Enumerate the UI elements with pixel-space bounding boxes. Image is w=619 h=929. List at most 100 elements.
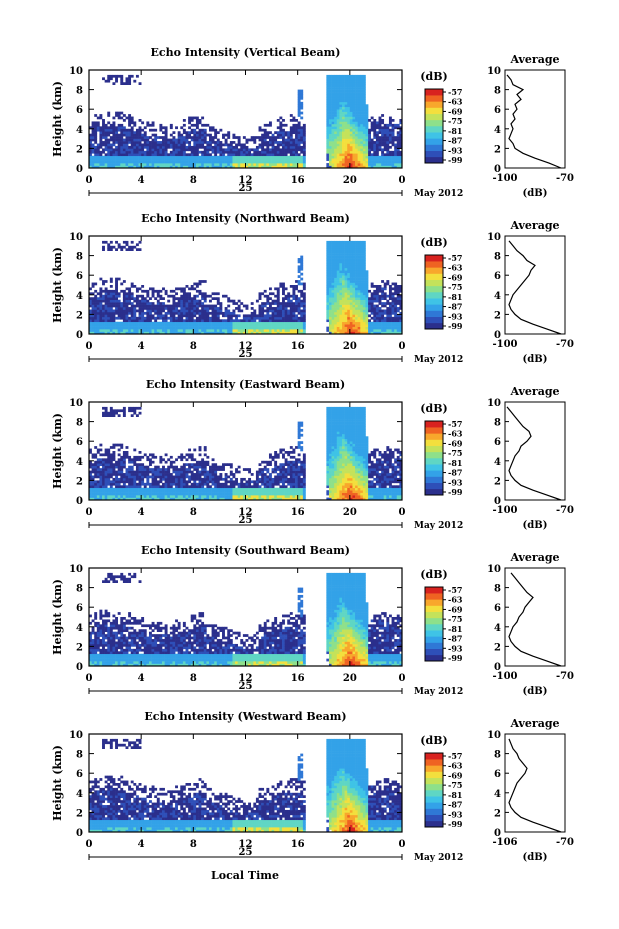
heatmap-cell	[94, 492, 98, 496]
heatmap-cell	[146, 324, 150, 327]
heatmap-cell	[141, 477, 145, 481]
heatmap-cell	[203, 280, 207, 283]
heatmap-cell	[336, 250, 340, 254]
heatmap-cell	[357, 77, 361, 81]
heatmap-cell	[334, 126, 338, 130]
heatmap-cell	[193, 324, 197, 327]
heatmap-cell	[370, 165, 374, 169]
heatmap-cell	[112, 138, 116, 142]
heatmap-cell	[195, 153, 199, 157]
heatmap-cell	[276, 131, 280, 134]
heatmap-cell	[334, 136, 338, 139]
heatmap-cell	[360, 270, 364, 274]
heatmap-cell	[138, 475, 142, 479]
heatmap-cell	[339, 275, 343, 278]
heatmap-cell	[185, 321, 189, 325]
heatmap-cell	[195, 141, 199, 144]
heatmap-cell	[399, 302, 403, 305]
heatmap-cell	[112, 473, 116, 476]
heatmap-cell	[344, 126, 348, 130]
heatmap-cell	[102, 77, 105, 81]
heatmap-cell	[276, 311, 280, 315]
heatmap-cell	[128, 473, 132, 476]
heatmap-cell	[195, 319, 199, 323]
heatmap-cell	[349, 272, 353, 276]
heatmap-cell	[336, 292, 340, 296]
heatmap-cell	[112, 453, 116, 457]
heatmap-cell	[115, 287, 118, 291]
heatmap-cell	[141, 329, 145, 332]
heatmap-cell	[240, 143, 244, 147]
heatmap-cell	[211, 316, 215, 320]
heatmap-cell	[198, 128, 202, 132]
heatmap-cell	[279, 153, 283, 157]
heatmap-cell	[287, 141, 291, 144]
heatmap-cell	[162, 148, 165, 152]
heatmap-cell	[102, 468, 105, 471]
heatmap-cell	[282, 316, 285, 320]
heatmap-cell	[334, 265, 338, 269]
heatmap-cell	[177, 138, 181, 142]
heatmap-cell	[360, 138, 364, 142]
heatmap-cell	[115, 497, 118, 501]
heatmap-cell	[399, 143, 403, 147]
heatmap-cell	[248, 326, 252, 330]
heatmap-cell	[130, 473, 134, 476]
heatmap-cell	[334, 133, 338, 137]
heatmap-cell	[138, 463, 142, 466]
heatmap-cell	[177, 326, 181, 330]
heatmap-cell	[185, 329, 189, 332]
heatmap-cell	[326, 119, 330, 122]
heatmap-cell	[229, 158, 233, 161]
heatmap-cell	[128, 406, 132, 410]
heatmap-cell	[112, 487, 116, 491]
heatmap-cell	[130, 314, 134, 318]
heatmap-cell	[128, 141, 132, 144]
heatmap-cell	[167, 299, 171, 303]
colorbar-swatch	[425, 132, 443, 139]
heatmap-cell	[148, 297, 152, 300]
heatmap-cell	[261, 319, 265, 323]
heatmap-cell	[287, 163, 291, 166]
heatmap-cell	[104, 311, 108, 315]
heatmap-cell	[122, 163, 126, 166]
heatmap-cell	[117, 331, 121, 335]
x-tick-label: 8	[190, 341, 197, 352]
heatmap-cell	[104, 477, 108, 481]
heatmap-cell	[245, 319, 249, 323]
heatmap-cell	[177, 311, 181, 315]
heatmap-cell	[96, 123, 100, 127]
heatmap-cell	[96, 145, 100, 149]
heatmap-cell	[195, 304, 199, 308]
heatmap-cell	[162, 302, 165, 305]
heatmap-cell	[99, 329, 103, 332]
heatmap-cell	[334, 319, 338, 323]
heatmap-cell	[164, 331, 168, 335]
heatmap-cell	[122, 294, 126, 298]
heatmap-cell	[355, 104, 358, 108]
heatmap-cell	[394, 145, 398, 149]
heatmap-cell	[164, 321, 168, 325]
heatmap-cell	[378, 289, 382, 293]
heatmap-cell	[370, 126, 374, 130]
heatmap-cell	[107, 468, 111, 471]
heatmap-cell	[282, 289, 285, 293]
heatmap-cell	[357, 87, 361, 90]
heatmap-cell	[360, 253, 364, 256]
heatmap-cell	[109, 465, 113, 469]
heatmap-cell	[115, 463, 118, 466]
heatmap-cell	[107, 155, 111, 159]
heatmap-cell	[362, 89, 366, 93]
heatmap-cell	[282, 160, 285, 164]
heatmap-cell	[331, 299, 335, 303]
heatmap-cell	[255, 299, 259, 303]
heatmap-cell	[292, 331, 296, 335]
heatmap-cell	[130, 307, 134, 310]
heatmap-cell	[206, 321, 210, 325]
heatmap-cell	[227, 324, 231, 327]
heatmap-cell	[289, 138, 293, 142]
heatmap-cell	[193, 331, 197, 335]
heatmap-cell	[375, 145, 379, 149]
heatmap-cell	[138, 331, 142, 335]
heatmap-cell	[284, 163, 288, 166]
